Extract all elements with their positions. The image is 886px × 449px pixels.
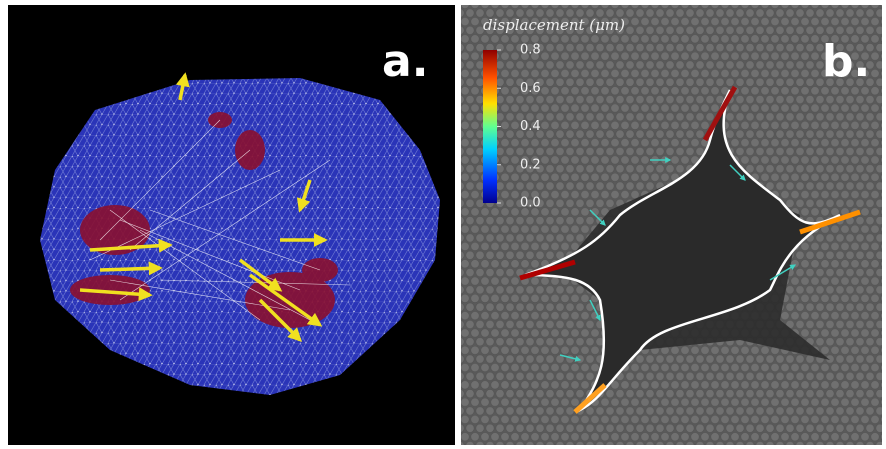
panel-label: a. xyxy=(382,36,428,87)
colorbar-tick-label: 0.6 xyxy=(520,81,541,96)
panel-label: b. xyxy=(822,36,870,87)
colorbar-title: displacement (μm) xyxy=(483,16,625,34)
panel-b: displacement (μm) 0.8 0.6 0.4 0.2 0.0 b. xyxy=(461,5,882,445)
panel-a: a. xyxy=(8,5,455,445)
colorbar-tick-label: 0.0 xyxy=(520,196,541,211)
colorbar-tick-label: 0.4 xyxy=(520,119,541,134)
colorbar-tick-label: 0.2 xyxy=(520,157,541,172)
colorbar-tick-label: 0.8 xyxy=(520,43,541,58)
colorbar xyxy=(483,50,497,203)
